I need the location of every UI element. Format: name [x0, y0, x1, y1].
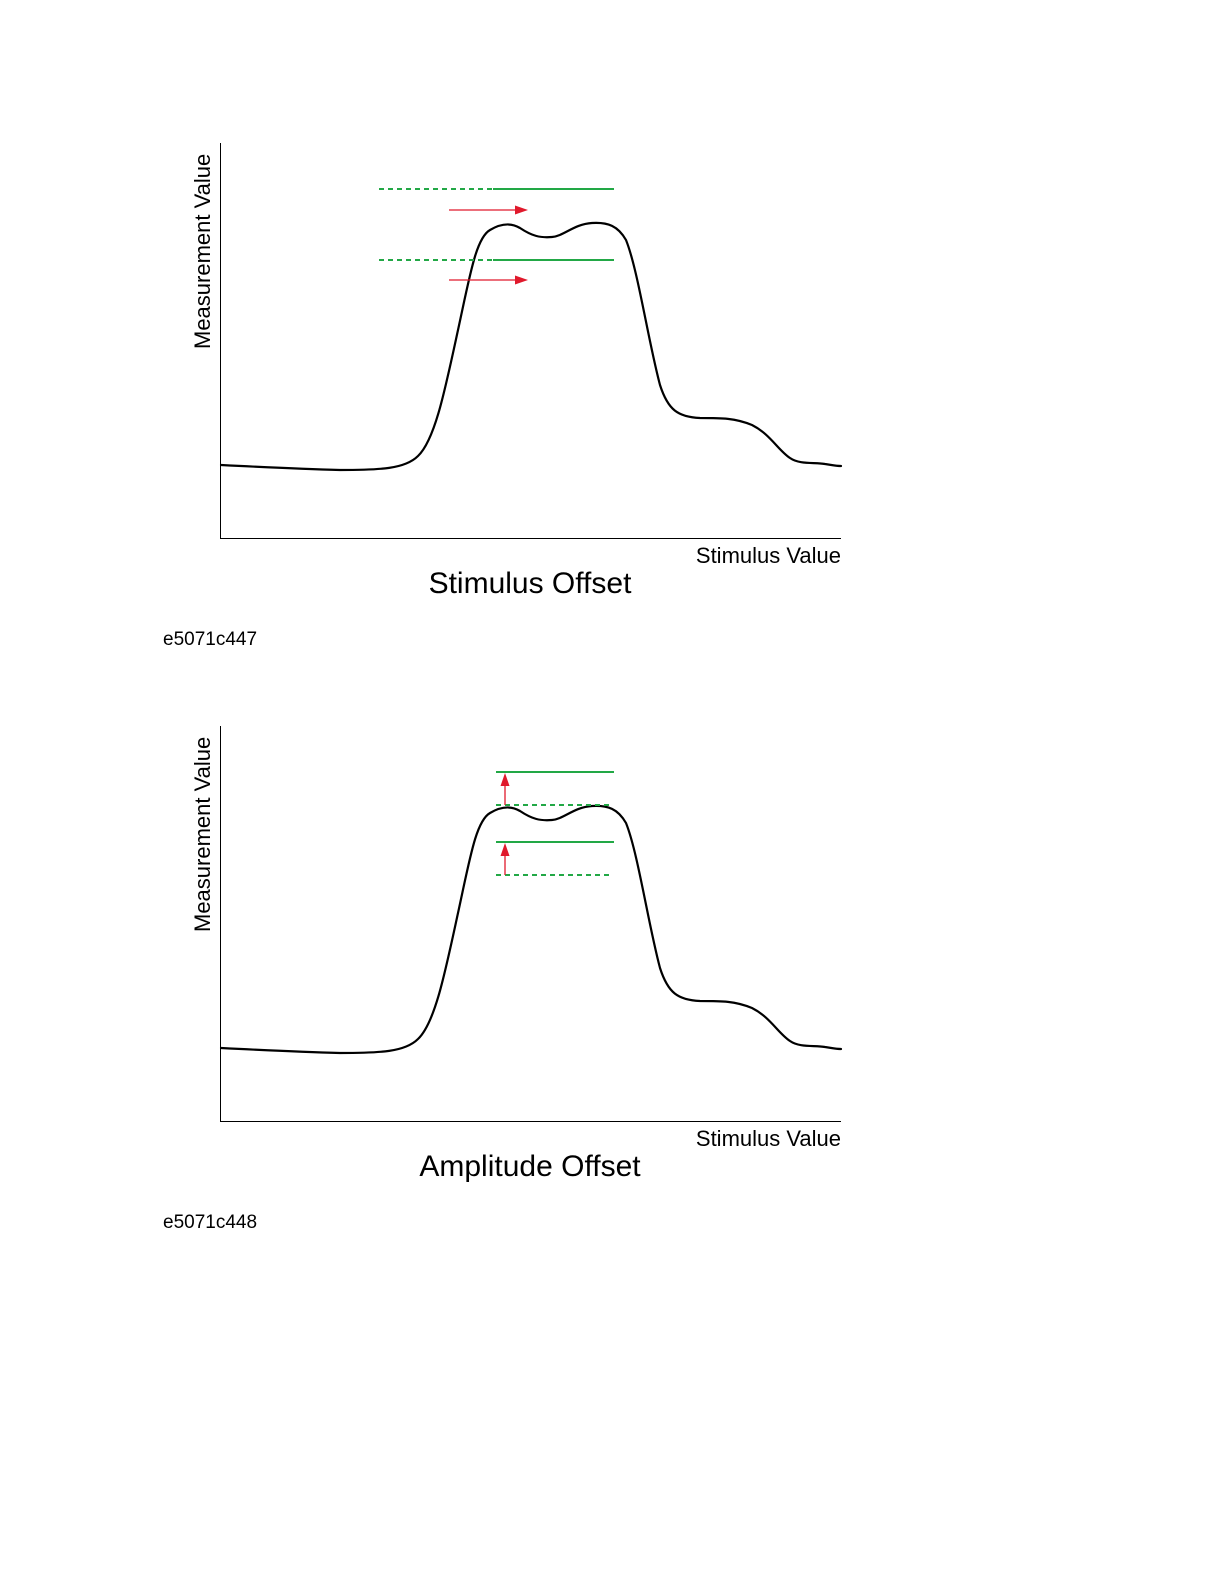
y-axis-label: Measurement Value	[190, 736, 215, 932]
arrowhead-up-icon	[500, 843, 510, 856]
figure-id: e5071c448	[163, 1212, 258, 1233]
stimulus-offset-plot	[219, 143, 843, 539]
figure-caption: Amplitude Offset	[419, 1150, 641, 1183]
arrowhead-up-icon	[500, 773, 510, 786]
amplitude-offset-figure: Measurement Value Stimulus Value Amplitu…	[0, 583, 1224, 1243]
measurement-trace	[219, 804, 843, 1055]
x-axis-label: Stimulus Value	[695, 1126, 841, 1151]
y-axis-label: Measurement Value	[190, 153, 215, 349]
x-axis-label: Stimulus Value	[695, 543, 841, 568]
stimulus-offset-figure: Measurement Value Stimulus Value Stimulu…	[0, 0, 1224, 660]
figure-id: e5071c447	[163, 629, 258, 650]
figure-caption: Stimulus Offset	[428, 567, 632, 600]
arrowhead-right-icon	[515, 275, 528, 285]
arrowhead-right-icon	[515, 205, 528, 215]
measurement-trace	[219, 221, 843, 472]
amplitude-offset-plot	[219, 726, 843, 1122]
